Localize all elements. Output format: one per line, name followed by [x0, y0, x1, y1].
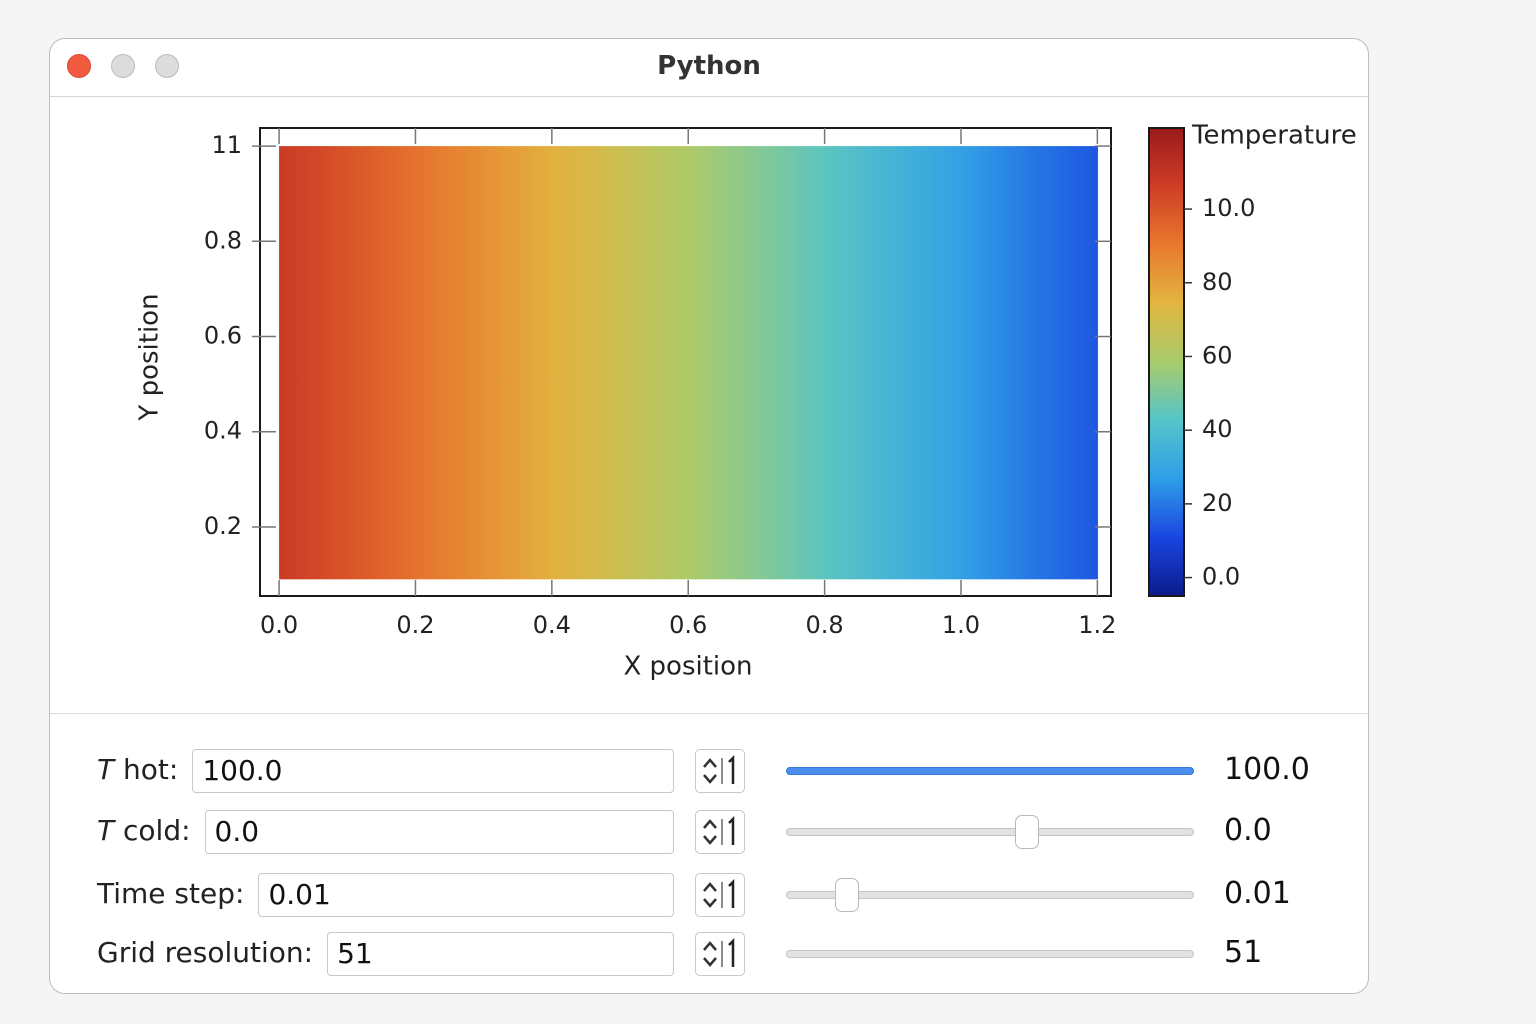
- separator: [50, 713, 1368, 714]
- spinner-icon: [703, 878, 735, 908]
- y-axis-label: Y position: [135, 293, 165, 421]
- text-input[interactable]: 51: [327, 932, 674, 976]
- x-tick-label: 0.2: [396, 611, 434, 639]
- window-title: Python: [657, 51, 761, 81]
- control-label: Time step:: [97, 877, 244, 910]
- heatmap-cell: [688, 146, 758, 580]
- label-text: cold:: [123, 814, 191, 847]
- heatmap-cell: [415, 146, 485, 580]
- title-bar: Python: [50, 39, 1368, 97]
- text-input[interactable]: 0.0: [204, 810, 674, 854]
- spinner[interactable]: [695, 810, 745, 854]
- heatmap-cell: [483, 146, 553, 580]
- colorbar: [1148, 127, 1185, 597]
- y-tick-label: 11: [211, 131, 242, 159]
- control-label: Grid resolution:: [97, 936, 313, 969]
- slider-track[interactable]: [786, 828, 1194, 836]
- spinner[interactable]: [695, 873, 745, 917]
- spinner-icon: [703, 937, 735, 967]
- x-tick-label: 0.0: [260, 611, 298, 639]
- heatmap-cell: [620, 146, 689, 580]
- colorbar-tick-label: 60: [1202, 341, 1233, 369]
- x-tick-label: 0.6: [669, 611, 707, 639]
- label-text: Grid resolution:: [97, 936, 314, 969]
- control-label: T cold:: [97, 814, 191, 847]
- colorbar-tick-label: 10.0: [1202, 194, 1255, 222]
- value-display: 51: [1224, 935, 1263, 970]
- slider-knob[interactable]: [835, 878, 860, 912]
- x-tick-label: 1.0: [942, 611, 980, 639]
- symbol: T: [97, 814, 115, 847]
- value-display: 100.0: [1224, 752, 1310, 787]
- slider-fill: [786, 767, 1194, 775]
- slider-track[interactable]: [786, 891, 1194, 899]
- value-display: 0.0: [1224, 813, 1272, 848]
- heatmap-cell: [1029, 146, 1098, 580]
- heatmap-cell: [756, 146, 826, 580]
- text-input[interactable]: 100.0: [192, 749, 674, 793]
- y-tick-label: 0.8: [204, 226, 242, 254]
- x-tick-label: 0.8: [806, 611, 844, 639]
- heatmap-cell: [551, 146, 621, 580]
- slider-knob[interactable]: [1014, 815, 1039, 849]
- x-tick-label: 0.4: [533, 611, 571, 639]
- colorbar-tick-label: 0.0: [1202, 563, 1240, 591]
- label-text: Time step:: [97, 877, 245, 910]
- x-tick-label: 1.2: [1078, 611, 1116, 639]
- colorbar-tick-label: 40: [1202, 415, 1233, 443]
- zoom-button[interactable]: [155, 54, 179, 78]
- heatmap-cell: [892, 146, 962, 580]
- text-input[interactable]: 0.01: [258, 873, 674, 917]
- control-label: T hot:: [97, 753, 178, 786]
- colorbar-label: Temperature: [1191, 121, 1357, 151]
- minimize-button[interactable]: [111, 54, 135, 78]
- close-button[interactable]: [67, 54, 91, 78]
- value-display: 0.01: [1224, 876, 1291, 911]
- spinner-icon: [703, 754, 735, 784]
- heatmap-cell: [824, 146, 894, 580]
- heatmap-cell: [960, 146, 1030, 580]
- label-text: hot:: [123, 753, 179, 786]
- spinner[interactable]: [695, 749, 745, 793]
- colorbar-tick-label: 20: [1202, 489, 1233, 517]
- spinner-icon: [703, 815, 735, 845]
- x-axis-label: X position: [623, 652, 752, 682]
- heatmap-cell: [279, 146, 348, 580]
- spinner[interactable]: [695, 932, 745, 976]
- y-tick-label: 0.4: [204, 417, 242, 445]
- y-tick-label: 0.2: [204, 512, 242, 540]
- plot-frame: [259, 127, 1112, 597]
- symbol: T: [97, 753, 115, 786]
- heatmap-cell: [347, 146, 417, 580]
- colorbar-tick-label: 80: [1202, 268, 1233, 296]
- slider-track[interactable]: [786, 950, 1194, 958]
- y-tick-label: 0.6: [204, 322, 242, 350]
